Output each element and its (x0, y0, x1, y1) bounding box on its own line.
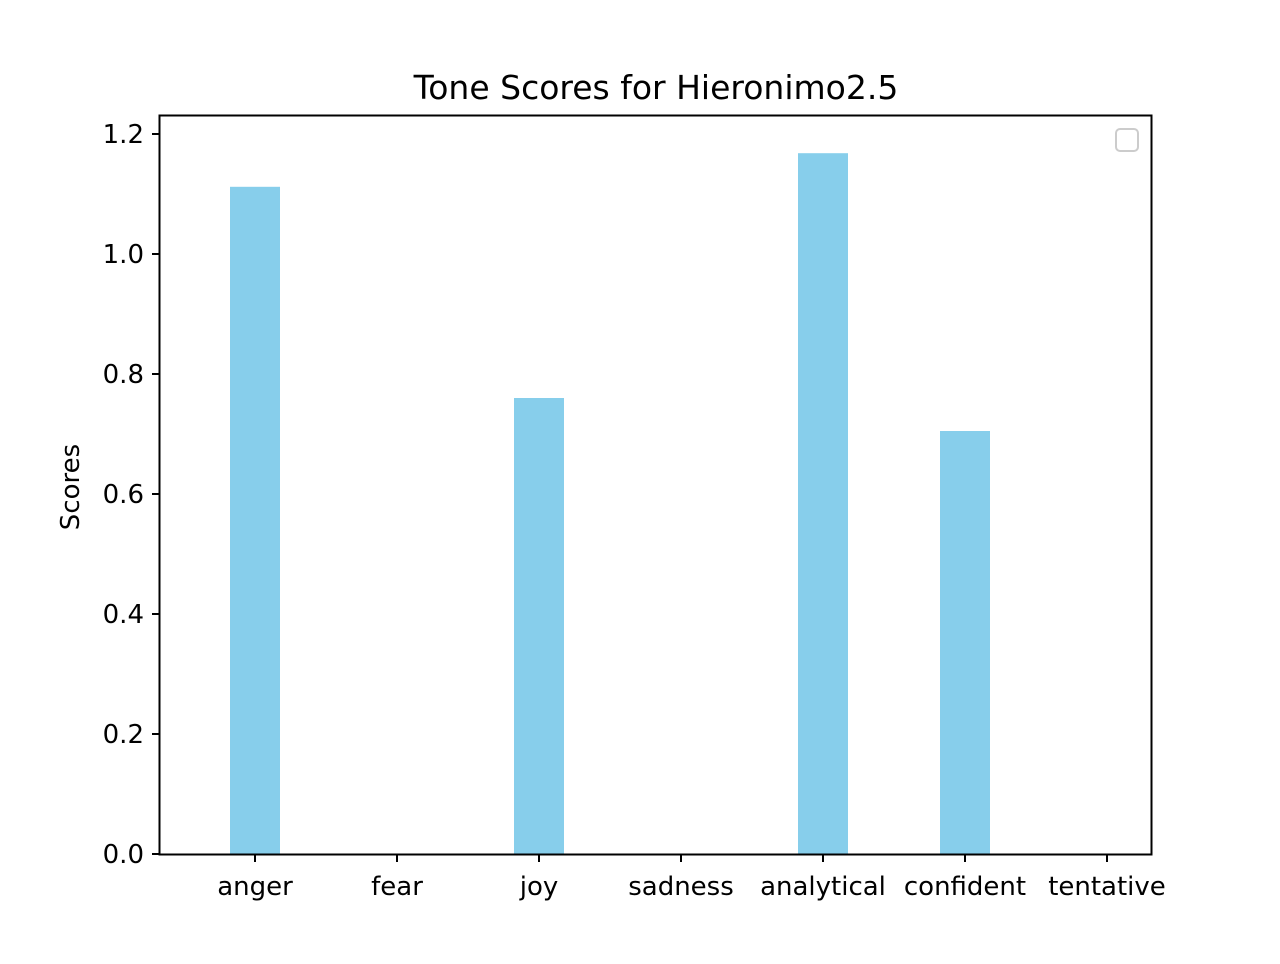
y-tick-label: 1.2 (103, 120, 144, 150)
x-tick-label: sadness (628, 872, 734, 902)
y-tick-label: 0.0 (103, 840, 144, 870)
plot-area-frame (158, 114, 1153, 856)
x-tick-label: tentative (1048, 872, 1166, 902)
chart-title: Tone Scores for Hieronimo2.5 (413, 68, 899, 107)
bar-analytical (798, 153, 848, 854)
legend-box (1115, 128, 1139, 152)
x-axis-ticks: anger fear joy sadness analytical confident te… (217, 854, 1166, 902)
x-tick-label: fear (371, 872, 423, 902)
y-tick-label: 0.6 (103, 480, 144, 510)
y-axis-ticks: 0.0 0.2 0.4 0.6 0.8 1.0 1.2 (103, 120, 160, 870)
bar-anger (230, 186, 280, 855)
x-tick-label: analytical (760, 872, 886, 902)
y-tick-label: 0.4 (103, 600, 144, 630)
x-tick-label: anger (217, 872, 293, 902)
x-tick-label: joy (519, 872, 559, 902)
y-tick-label: 0.2 (103, 720, 144, 750)
y-tick-label: 1.0 (103, 240, 144, 270)
y-tick-label: 0.8 (103, 360, 144, 390)
bars-group (230, 153, 990, 855)
bar-confident (940, 431, 990, 854)
y-axis-label: Scores (56, 444, 86, 530)
bar-joy (514, 398, 564, 854)
x-tick-label: confident (904, 872, 1026, 902)
